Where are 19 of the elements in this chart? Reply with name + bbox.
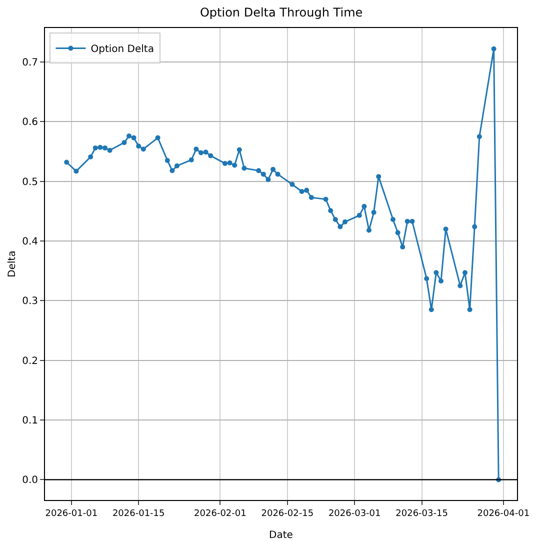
x-tick-label: 2026-01-01 bbox=[45, 508, 98, 519]
x-tick-label: 2026-01-15 bbox=[112, 508, 165, 519]
y-tick-label: 0.7 bbox=[22, 58, 38, 69]
x-tick-label: 2026-02-15 bbox=[261, 508, 314, 519]
legend-label: Option Delta bbox=[90, 44, 154, 56]
y-tick-label: 0.4 bbox=[22, 236, 38, 248]
chart-title: Option Delta Through Time bbox=[200, 6, 363, 20]
y-tick-label: 0.6 bbox=[22, 117, 38, 128]
y-tick-label: 0.1 bbox=[22, 416, 38, 427]
y-axis-title: Delta bbox=[7, 250, 18, 278]
x-tick-label: 2026-04-01 bbox=[477, 508, 530, 519]
x-axis-title: Date bbox=[269, 530, 293, 541]
x-tick-label: 2026-03-15 bbox=[396, 508, 448, 519]
x-tick-label: 2026-02-01 bbox=[194, 508, 246, 519]
y-tick-label: 0.3 bbox=[22, 296, 38, 308]
y-tick-label: 0.2 bbox=[22, 356, 38, 367]
y-tick-label: 0.5 bbox=[22, 176, 38, 188]
y-tick-label: 0.0 bbox=[22, 475, 38, 486]
x-tick-label: 2026-03-01 bbox=[328, 508, 381, 519]
